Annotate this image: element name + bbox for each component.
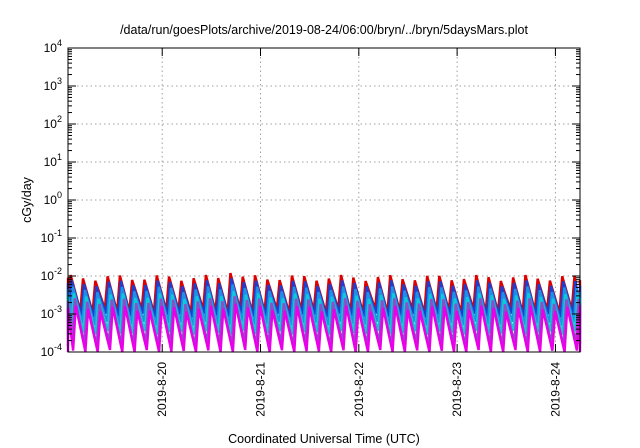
y-tick-base: 10 (44, 41, 58, 55)
y-tick-label: 10-3 (41, 304, 62, 321)
y-tick-label: 102 (44, 114, 62, 131)
y-tick-label: 10-4 (41, 342, 62, 359)
series-line (66, 303, 582, 353)
y-tick-exponent: -4 (54, 342, 62, 352)
y-tick-base: 10 (44, 155, 58, 169)
y-tick-label: 103 (44, 76, 62, 93)
y-tick-base: 10 (41, 345, 55, 359)
x-tick-label: 2019-8-20 (155, 362, 169, 417)
y-tick-exponent: 2 (57, 114, 62, 124)
y-tick-base: 10 (44, 79, 58, 93)
y-tick-label: 100 (44, 190, 62, 207)
y-tick-base: 10 (41, 307, 55, 321)
x-tick-labels: 2019-8-20 2019-8-21 2019-8-22 2019-8-23 2019… (155, 362, 562, 417)
y-tick-base: 10 (41, 231, 55, 245)
x-tick-label: 2019-8-22 (352, 362, 366, 417)
y-tick-base: 10 (41, 269, 55, 283)
y-tick-label: 104 (44, 38, 62, 55)
y-tick-exponent: 0 (57, 190, 62, 200)
y-tick-exponent: -2 (54, 266, 62, 276)
y-tick-exponent: -3 (54, 304, 62, 314)
y-tick-label: 10-1 (41, 228, 62, 245)
series-group (66, 272, 582, 353)
y-tick-exponent: -1 (54, 228, 62, 238)
y-tick-label: 101 (44, 152, 62, 169)
x-tick-label: 2019-8-23 (450, 362, 464, 417)
y-tick-exponent: 1 (57, 152, 62, 162)
plot-frame (67, 47, 581, 353)
y-tick-base: 10 (44, 117, 58, 131)
y-tick-exponent: 4 (57, 38, 62, 48)
y-axis-label: cGy/day (20, 176, 34, 223)
x-tick-label: 2019-8-24 (548, 362, 562, 417)
x-axis-label: Coordinated Universal Time (UTC) (228, 432, 420, 446)
y-tick-exponent: 3 (57, 76, 62, 86)
x-tick-label: 2019-8-21 (254, 362, 268, 417)
chart-title: /data/run/goesPlots/archive/2019-08-24/0… (120, 23, 528, 37)
y-tick-label: 10-2 (41, 266, 62, 283)
y-tick-base: 10 (44, 193, 58, 207)
